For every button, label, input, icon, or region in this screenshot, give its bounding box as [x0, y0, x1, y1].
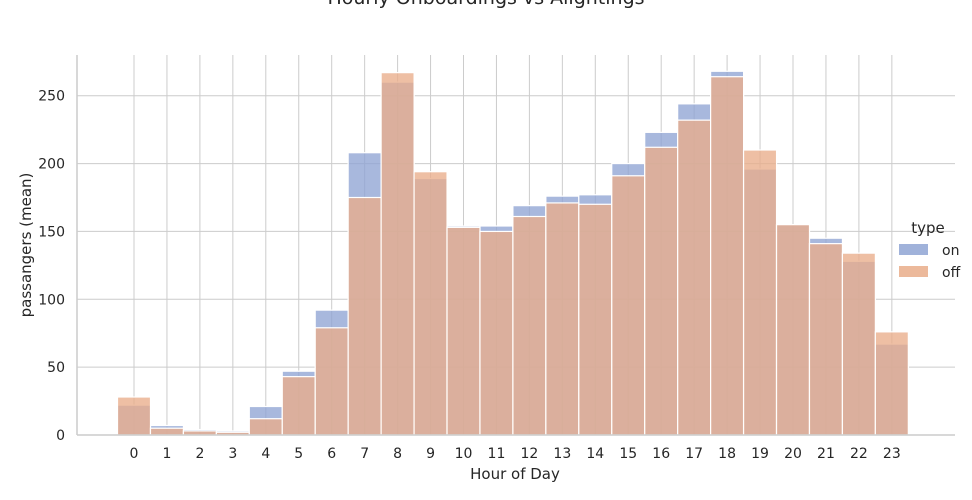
- legend-label-off: off: [942, 265, 961, 281]
- x-tick-label: 6: [327, 446, 336, 462]
- bar-off-20: [775, 224, 811, 436]
- x-tick-label: 17: [685, 446, 703, 462]
- legend: type on off: [899, 219, 961, 281]
- x-tick-label: 2: [195, 446, 204, 462]
- x-tick-label: 0: [130, 446, 139, 462]
- bar-off-14: [578, 203, 613, 436]
- x-tick-label: 7: [360, 446, 369, 462]
- x-tick-label: 10: [455, 446, 473, 462]
- bar-off-19: [742, 149, 778, 436]
- y-tick-label: 0: [56, 428, 65, 444]
- y-tick-label: 250: [38, 89, 65, 105]
- bar-off-21: [808, 243, 844, 436]
- bar-off-10: [446, 226, 481, 436]
- legend-swatch-off: [899, 266, 928, 277]
- x-tick-label: 19: [751, 446, 769, 462]
- bar-off-0: [116, 396, 152, 436]
- bar-off-5: [281, 376, 316, 436]
- bar-off-22: [841, 252, 877, 436]
- x-tick-label: 14: [586, 446, 604, 462]
- x-tick-label: 18: [718, 446, 736, 462]
- y-tick-label: 50: [47, 360, 65, 376]
- bar-off-6: [314, 327, 349, 436]
- x-tick-label: 22: [850, 446, 868, 462]
- y-tick-label: 150: [38, 224, 65, 240]
- x-tick-label: 13: [553, 446, 571, 462]
- x-tick-label: 23: [883, 446, 901, 462]
- bar-off-17: [677, 119, 712, 436]
- bar-off-18: [709, 76, 745, 436]
- x-tick-label: 3: [228, 446, 237, 462]
- legend-swatch-on: [899, 244, 928, 255]
- x-tick-label: 21: [817, 446, 835, 462]
- bar-off-16: [644, 146, 679, 436]
- x-tick-label: 8: [393, 446, 402, 462]
- x-tick-label: 11: [488, 446, 506, 462]
- x-tick-label: 9: [426, 446, 435, 462]
- x-tick-label: 15: [619, 446, 637, 462]
- chart-title: Hourly Onboardings vs Alightings: [327, 0, 644, 9]
- bar-off-13: [545, 202, 580, 436]
- x-tick-label: 20: [784, 446, 802, 462]
- axes: [76, 55, 955, 436]
- x-tick-label: 16: [652, 446, 670, 462]
- y-axis-label: passangers (mean): [17, 173, 35, 318]
- bar-off-12: [512, 215, 547, 436]
- bar-off-8: [380, 72, 415, 436]
- legend-label-on: on: [942, 243, 959, 259]
- y-tick-label: 100: [38, 292, 65, 308]
- bar-off-7: [347, 196, 382, 436]
- bar-off-1: [149, 427, 185, 436]
- bar-off-9: [413, 171, 448, 436]
- x-tick-label: 5: [294, 446, 303, 462]
- bar-off-11: [479, 230, 514, 436]
- bar-off-15: [611, 175, 646, 436]
- legend-title: type: [911, 219, 945, 237]
- x-tick-label: 1: [162, 446, 171, 462]
- bars: [116, 70, 909, 436]
- x-tick-label: 4: [261, 446, 270, 462]
- bar-off-23: [874, 331, 909, 436]
- x-axis-label: Hour of Day: [470, 465, 560, 483]
- y-tick-label: 200: [38, 157, 65, 173]
- bar-off-4: [248, 418, 283, 436]
- x-tick-label: 12: [520, 446, 538, 462]
